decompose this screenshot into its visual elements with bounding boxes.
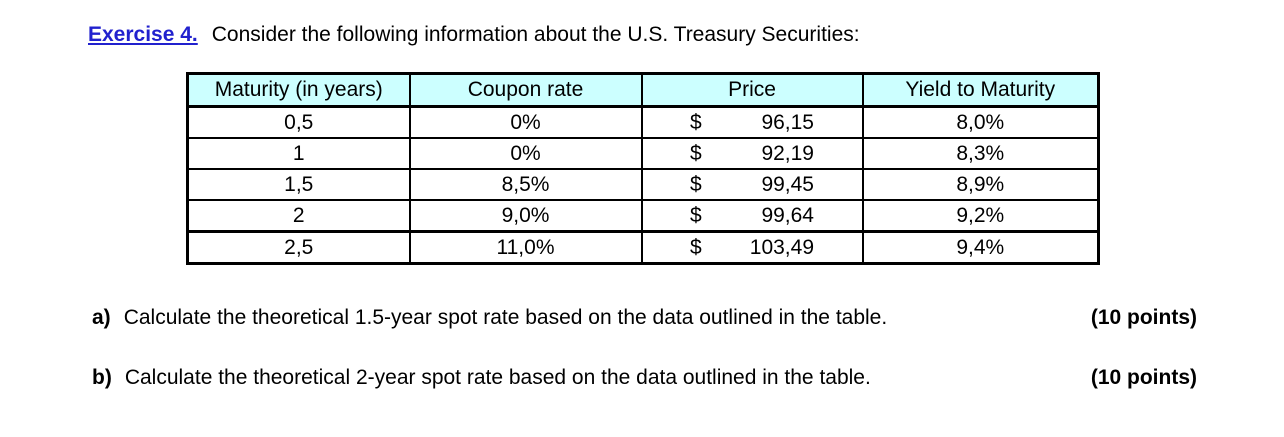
price-value: 99,45 [761,172,814,196]
ytm-cell: 8,0% [861,105,1100,139]
table-row: 1 0% $92,19 8,3% [186,137,1100,170]
currency-symbol: $ [690,141,702,165]
price-value: 99,64 [761,203,814,227]
question-b-text-wrap: b) Calculate the theoretical 2-year spot … [92,365,871,391]
ytm-cell: 8,9% [861,168,1100,201]
coupon-cell: 9,0% [408,199,643,233]
exercise-intro-text: Consider the following information about… [211,23,860,46]
ytm-cell: 9,4% [861,230,1100,265]
price-value: 92,19 [761,141,814,165]
coupon-cell: 11,0% [408,230,643,265]
question-b: b) Calculate the theoretical 2-year spot … [92,365,1197,391]
maturity-cell: 2 [186,199,411,233]
header-coupon-rate: Coupon rate [408,72,643,108]
exercise-heading: Exercise 4. Consider the following inform… [88,22,860,48]
question-b-points: (10 points) [1090,366,1197,389]
currency-symbol: $ [690,172,702,196]
currency-symbol: $ [690,203,702,227]
header-maturity: Maturity (in years) [186,72,411,108]
header-yield-to-maturity: Yield to Maturity [861,72,1100,108]
currency-symbol: $ [690,110,702,134]
table-row: 2 9,0% $99,64 9,2% [186,199,1100,233]
treasury-securities-table: Maturity (in years) Coupon rate Price Yi… [186,72,1100,265]
exercise-number-label: Exercise 4. [88,23,198,46]
price-cell: $96,15 [640,105,864,139]
coupon-cell: 8,5% [408,168,643,201]
currency-symbol: $ [690,235,702,259]
price-value: 96,15 [761,110,814,134]
price-value: 103,49 [749,235,814,259]
maturity-cell: 1 [186,137,411,170]
table-row: 0,5 0% $96,15 8,0% [186,105,1100,139]
question-a-label: a) [92,306,111,329]
coupon-cell: 0% [408,105,643,139]
maturity-cell: 0,5 [186,105,411,139]
table-header-row: Maturity (in years) Coupon rate Price Yi… [186,72,1100,108]
question-a: a) Calculate the theoretical 1.5-year spo… [92,305,1197,331]
maturity-cell: 1,5 [186,168,411,201]
question-b-text: Calculate the theoretical 2-year spot ra… [124,366,871,389]
ytm-cell: 8,3% [861,137,1100,170]
price-cell: $103,49 [640,230,864,265]
ytm-cell: 9,2% [861,199,1100,233]
question-a-text: Calculate the theoretical 1.5-year spot … [123,306,888,329]
maturity-cell: 2,5 [186,230,411,265]
coupon-cell: 0% [408,137,643,170]
table-row: 1,5 8,5% $99,45 8,9% [186,168,1100,201]
question-a-text-wrap: a) Calculate the theoretical 1.5-year spo… [92,305,887,331]
question-a-points: (10 points) [1090,306,1197,329]
table-row: 2,5 11,0% $103,49 9,4% [186,230,1100,265]
header-price: Price [640,72,864,108]
price-cell: $99,45 [640,168,864,201]
price-cell: $92,19 [640,137,864,170]
price-cell: $99,64 [640,199,864,233]
question-b-label: b) [92,366,112,389]
